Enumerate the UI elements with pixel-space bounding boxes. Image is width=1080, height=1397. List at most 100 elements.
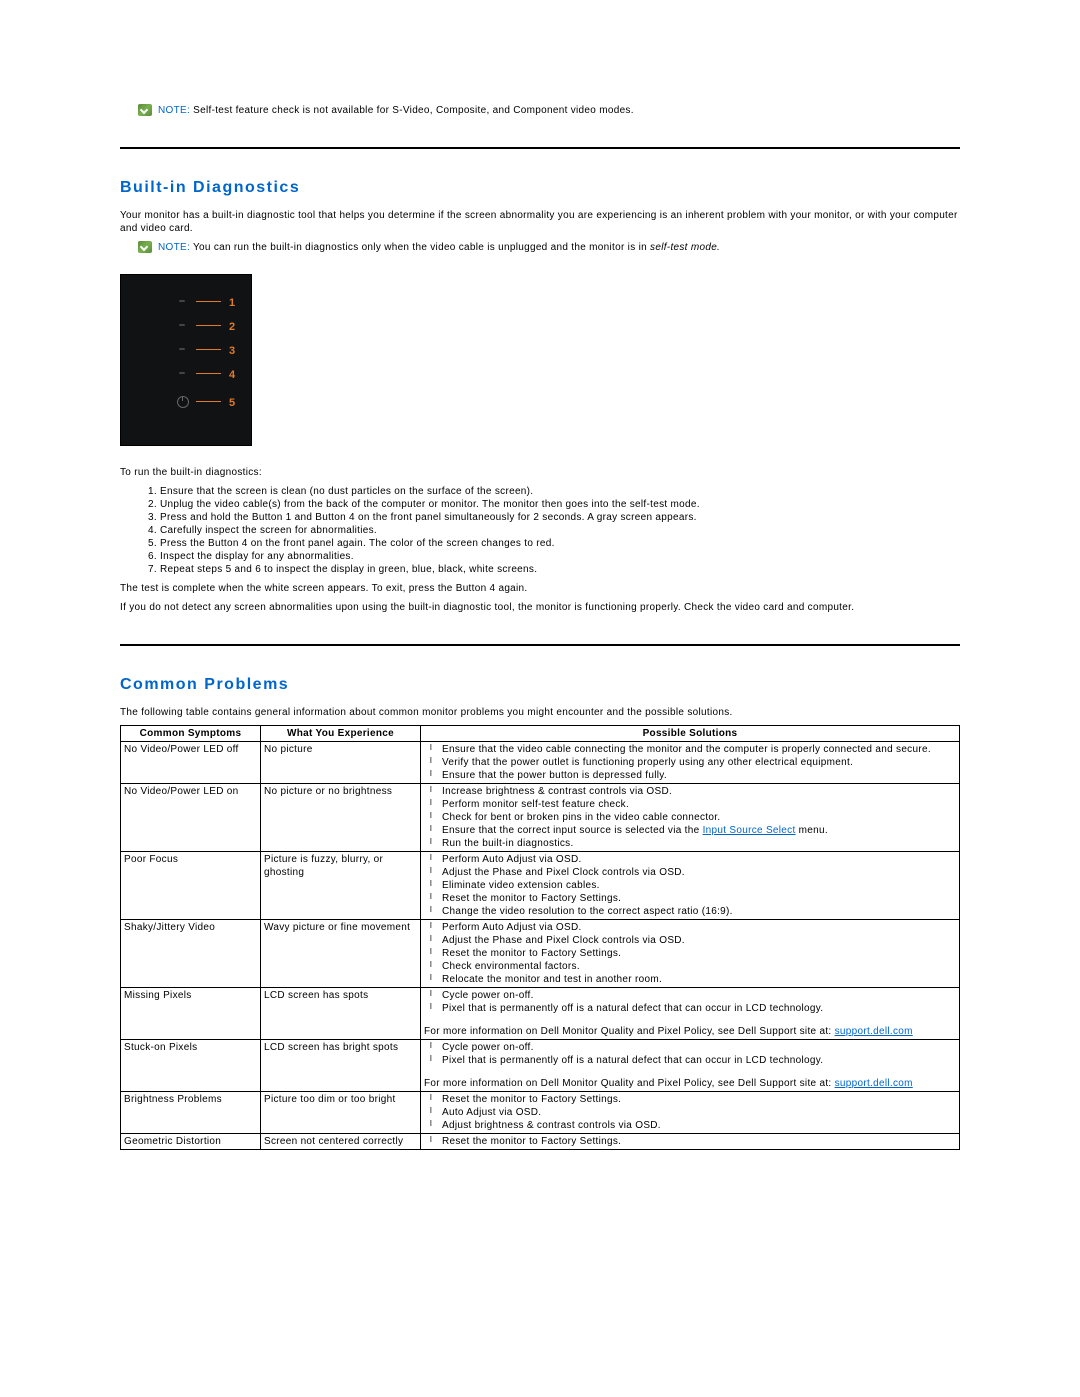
pixel-policy-note: For more information on Dell Monitor Qua… — [424, 1025, 956, 1038]
cell-symptom: Geometric Distortion — [121, 1134, 261, 1150]
note-body-em: self-test mode. — [650, 242, 720, 253]
cell-experience: Screen not centered correctly — [261, 1134, 421, 1150]
callout-label-2: 2 — [229, 321, 235, 333]
monitor-button-1 — [179, 300, 185, 302]
diag-run-line: To run the built-in diagnostics: — [120, 466, 960, 479]
cell-symptom: Shaky/Jittery Video — [121, 920, 261, 988]
note-icon — [138, 104, 152, 116]
solution-item: Cycle power on-off. — [442, 1041, 956, 1054]
diag-step: Inspect the display for any abnormalitie… — [160, 550, 960, 563]
support-link[interactable]: support.dell.com — [835, 1026, 913, 1037]
callout-label-3: 3 — [229, 345, 235, 357]
solution-item: Reset the monitor to Factory Settings. — [442, 1093, 956, 1106]
cell-solutions: Ensure that the video cable connecting t… — [421, 742, 960, 784]
diag-outro: If you do not detect any screen abnormal… — [120, 601, 960, 614]
note-text: NOTE: You can run the built-in diagnosti… — [158, 241, 720, 254]
note-diag: NOTE: You can run the built-in diagnosti… — [138, 241, 960, 254]
solution-item: Eliminate video extension cables. — [442, 879, 956, 892]
solution-item: Check for bent or broken pins in the vid… — [442, 811, 956, 824]
cell-symptom: No Video/Power LED off — [121, 742, 261, 784]
cell-solutions: Reset the monitor to Factory Settings. — [421, 1134, 960, 1150]
solution-item: Adjust the Phase and Pixel Clock control… — [442, 934, 956, 947]
callout-line — [196, 325, 221, 326]
cell-symptom: Missing Pixels — [121, 988, 261, 1040]
table-row: Brightness ProblemsPicture too dim or to… — [121, 1092, 960, 1134]
table-row: Poor FocusPicture is fuzzy, blurry, or g… — [121, 852, 960, 920]
cell-experience: No picture or no brightness — [261, 784, 421, 852]
note-icon — [138, 241, 152, 253]
cell-solutions: Perform Auto Adjust via OSD.Adjust the P… — [421, 852, 960, 920]
solution-item: Reset the monitor to Factory Settings. — [442, 892, 956, 905]
solutions-list: Cycle power on-off.Pixel that is permane… — [424, 989, 956, 1015]
callout-line — [196, 301, 221, 302]
solution-item: Perform Auto Adjust via OSD. — [442, 853, 956, 866]
solution-item: Ensure that the video cable connecting t… — [442, 743, 956, 756]
solutions-list: Increase brightness & contrast controls … — [424, 785, 956, 850]
solution-item: Pixel that is permanently off is a natur… — [442, 1054, 956, 1067]
solution-item: Adjust brightness & contrast controls vi… — [442, 1119, 956, 1132]
cell-symptom: Poor Focus — [121, 852, 261, 920]
solution-item: Run the built-in diagnostics. — [442, 837, 956, 850]
support-link[interactable]: support.dell.com — [835, 1078, 913, 1089]
col-solutions: Possible Solutions — [421, 726, 960, 742]
diag-steps-list: Ensure that the screen is clean (no dust… — [160, 485, 960, 576]
cell-solutions: Cycle power on-off.Pixel that is permane… — [421, 1040, 960, 1092]
table-body: No Video/Power LED offNo picture Ensure t… — [121, 742, 960, 1150]
table-row: Shaky/Jittery VideoWavy picture or fine … — [121, 920, 960, 988]
diag-complete: The test is complete when the white scre… — [120, 582, 960, 595]
common-intro: The following table contains general inf… — [120, 706, 960, 719]
solution-item: Auto Adjust via OSD. — [442, 1106, 956, 1119]
solutions-list: Perform Auto Adjust via OSD.Adjust the P… — [424, 921, 956, 986]
col-experience: What You Experience — [261, 726, 421, 742]
solutions-list: Ensure that the video cable connecting t… — [424, 743, 956, 782]
cell-symptom: Stuck-on Pixels — [121, 1040, 261, 1092]
solution-item: Cycle power on-off. — [442, 989, 956, 1002]
table-row: Missing PixelsLCD screen has spotsCycle … — [121, 988, 960, 1040]
cell-experience: LCD screen has bright spots — [261, 1040, 421, 1092]
separator — [120, 644, 960, 646]
solution-item: Reset the monitor to Factory Settings. — [442, 1135, 956, 1148]
col-symptoms: Common Symptoms — [121, 726, 261, 742]
note-selftest: NOTE: Self-test feature check is not ava… — [138, 104, 960, 117]
solution-item: Reset the monitor to Factory Settings. — [442, 947, 956, 960]
solutions-list: Cycle power on-off.Pixel that is permane… — [424, 1041, 956, 1067]
note-body: Self-test feature check is not available… — [190, 105, 634, 116]
solution-item: Change the video resolution to the corre… — [442, 905, 956, 918]
diag-step: Carefully inspect the screen for abnorma… — [160, 524, 960, 537]
cell-symptom: Brightness Problems — [121, 1092, 261, 1134]
cell-experience: No picture — [261, 742, 421, 784]
table-row: Stuck-on PixelsLCD screen has bright spo… — [121, 1040, 960, 1092]
diag-step: Repeat steps 5 and 6 to inspect the disp… — [160, 563, 960, 576]
cell-experience: LCD screen has spots — [261, 988, 421, 1040]
callout-line — [196, 401, 221, 402]
diag-step: Unplug the video cable(s) from the back … — [160, 498, 960, 511]
power-icon — [177, 396, 189, 408]
common-problems-table: Common Symptoms What You Experience Poss… — [120, 725, 960, 1150]
table-row: Geometric DistortionScreen not centered … — [121, 1134, 960, 1150]
monitor-button-3 — [179, 348, 185, 350]
monitor-button-2 — [179, 324, 185, 326]
input-source-select-link[interactable]: Input Source Select — [703, 825, 796, 836]
diag-step: Press and hold the Button 1 and Button 4… — [160, 511, 960, 524]
table-row: No Video/Power LED offNo picture Ensure t… — [121, 742, 960, 784]
separator — [120, 147, 960, 149]
note-label: NOTE: — [158, 105, 190, 116]
solution-item: Pixel that is permanently off is a natur… — [442, 1002, 956, 1015]
callout-label-5: 5 — [229, 397, 235, 409]
table-header-row: Common Symptoms What You Experience Poss… — [121, 726, 960, 742]
callout-line — [196, 349, 221, 350]
solution-item: Relocate the monitor and test in another… — [442, 973, 956, 986]
cell-symptom: No Video/Power LED on — [121, 784, 261, 852]
solution-item: Perform Auto Adjust via OSD. — [442, 921, 956, 934]
heading-common-problems: Common Problems — [120, 676, 960, 694]
callout-line — [196, 373, 221, 374]
monitor-buttons-figure: 12345 — [120, 274, 252, 446]
solution-item: Ensure that the power button is depresse… — [442, 769, 956, 782]
solutions-list: Reset the monitor to Factory Settings. — [424, 1135, 956, 1148]
heading-built-in-diagnostics: Built-in Diagnostics — [120, 179, 960, 197]
solution-item: Increase brightness & contrast controls … — [442, 785, 956, 798]
diag-intro: Your monitor has a built-in diagnostic t… — [120, 209, 960, 235]
diag-step: Press the Button 4 on the front panel ag… — [160, 537, 960, 550]
cell-solutions: Perform Auto Adjust via OSD.Adjust the P… — [421, 920, 960, 988]
cell-experience: Picture is fuzzy, blurry, or ghosting — [261, 852, 421, 920]
